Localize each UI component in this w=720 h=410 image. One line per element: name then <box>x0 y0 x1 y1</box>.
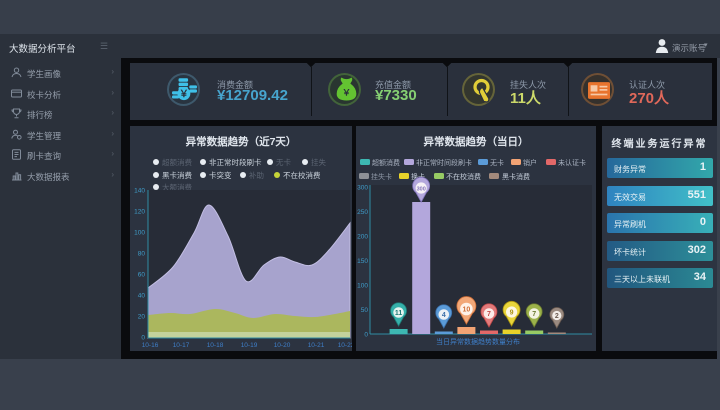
svg-text:当日异常数据趋势数量分布: 当日异常数据趋势数量分布 <box>436 337 520 346</box>
svg-text:300: 300 <box>357 185 368 192</box>
svg-text:7: 7 <box>487 311 491 318</box>
svg-text:10-16: 10-16 <box>142 342 159 349</box>
svg-text:80: 80 <box>138 251 146 258</box>
svg-text:150: 150 <box>357 258 368 265</box>
svg-text:2: 2 <box>555 313 559 320</box>
svg-text:100: 100 <box>134 230 145 237</box>
svg-text:10-17: 10-17 <box>173 342 190 349</box>
svg-text:120: 120 <box>134 209 145 216</box>
svg-text:50: 50 <box>361 307 369 314</box>
svg-text:11: 11 <box>395 310 403 317</box>
svg-text:40: 40 <box>138 293 146 300</box>
svg-text:100: 100 <box>357 283 368 290</box>
svg-text:200: 200 <box>357 234 368 241</box>
svg-text:9: 9 <box>510 310 514 317</box>
svg-text:￥: ￥ <box>342 88 351 98</box>
svg-text:10-19: 10-19 <box>241 342 258 349</box>
svg-text:250: 250 <box>357 209 368 216</box>
svg-text:140: 140 <box>134 188 145 195</box>
svg-text:10-21: 10-21 <box>308 342 325 349</box>
svg-text:10-20: 10-20 <box>274 342 291 349</box>
svg-text:4: 4 <box>442 312 446 319</box>
svg-text:￥: ￥ <box>179 89 189 100</box>
svg-text:20: 20 <box>138 314 146 321</box>
svg-text:0: 0 <box>364 332 368 339</box>
svg-text:60: 60 <box>138 272 146 279</box>
svg-text:10-18: 10-18 <box>207 342 224 349</box>
svg-text:0: 0 <box>141 335 145 342</box>
svg-text:10-22: 10-22 <box>338 342 352 349</box>
svg-text:10: 10 <box>463 307 471 314</box>
svg-text:7: 7 <box>532 311 536 318</box>
svg-text:300: 300 <box>417 187 426 193</box>
